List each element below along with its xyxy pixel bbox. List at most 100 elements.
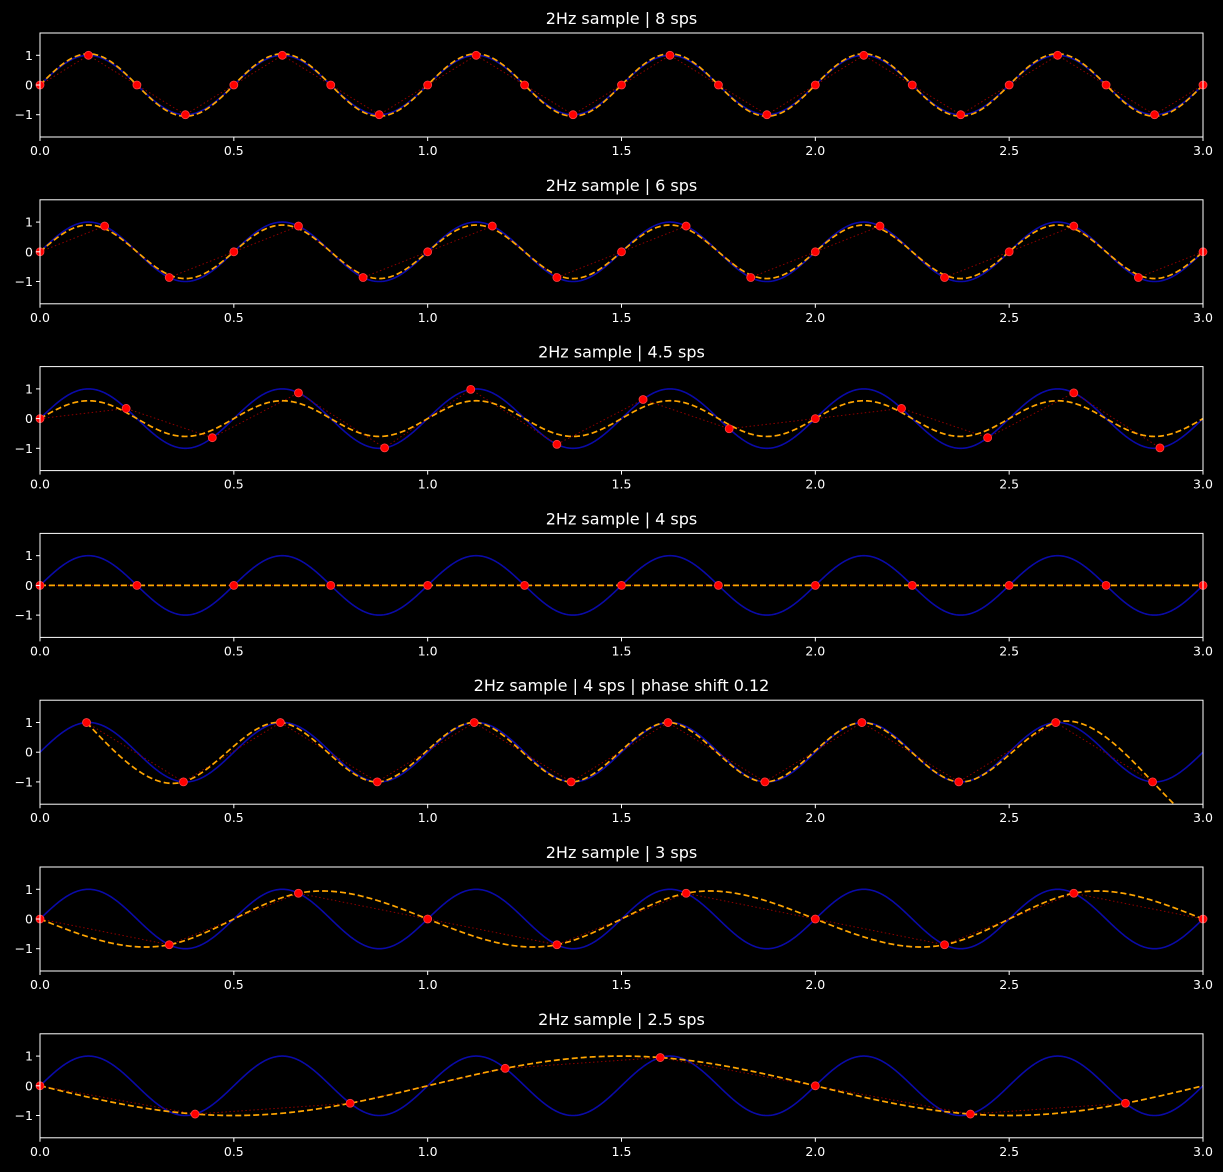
sample-point	[681, 888, 691, 898]
x-tick-label: 0.0	[30, 310, 50, 325]
sample-point	[617, 80, 626, 90]
x-tick-label: 3.0	[1193, 143, 1213, 158]
sample-point	[875, 221, 885, 231]
sample-point	[665, 50, 675, 60]
y-tick-label: −1	[15, 774, 33, 789]
sample-point	[1051, 718, 1061, 727]
y-tick-label: 1	[25, 715, 33, 730]
sample-connector-line	[40, 1057, 1126, 1115]
x-tick-label: 2.0	[805, 310, 825, 325]
sample-point	[229, 80, 239, 90]
sample-point	[724, 424, 734, 434]
reconstruction-line	[40, 399, 1203, 438]
plot-area	[40, 388, 1203, 450]
y-tick-label: 0	[25, 745, 33, 760]
x-tick-label: 2.0	[805, 810, 825, 825]
sample-point	[207, 433, 217, 443]
y-tick-label: 0	[25, 578, 33, 593]
y-tick-label: 1	[25, 548, 33, 563]
x-tick-label: 0.0	[30, 977, 50, 992]
x-tick-label: 1.0	[418, 1144, 438, 1159]
x-tick-label: 2.5	[999, 977, 1019, 992]
sample-point	[681, 221, 691, 231]
sample-point	[164, 940, 174, 950]
sample-point	[940, 273, 949, 282]
y-tick-label: 0	[25, 912, 33, 927]
sample-point	[1101, 80, 1111, 90]
sample-point	[746, 273, 756, 282]
sample-point	[520, 80, 529, 90]
x-tick-label: 1.5	[612, 977, 632, 992]
sample-point	[190, 1109, 200, 1119]
sample-point	[810, 247, 820, 257]
sample-point	[487, 221, 497, 231]
x-tick-label: 3.0	[1193, 1144, 1213, 1159]
sample-point	[552, 940, 562, 950]
sample-point	[1150, 110, 1159, 120]
x-tick-label: 1.5	[612, 477, 632, 492]
sample-point	[294, 221, 303, 231]
x-tick-label: 1.0	[418, 643, 438, 658]
true-signal-line	[40, 888, 1203, 950]
y-tick-label: −1	[15, 441, 33, 456]
y-tick-label: −1	[15, 107, 33, 122]
sample-point	[380, 443, 389, 453]
reconstruction-line	[40, 890, 1203, 948]
y-tick-label: −1	[15, 1108, 33, 1123]
sample-point	[100, 221, 110, 231]
sample-point	[132, 581, 142, 590]
x-tick-label: 3.0	[1193, 643, 1213, 658]
x-tick-label: 2.5	[999, 810, 1019, 825]
y-tick-label: −1	[15, 608, 33, 623]
plot-area	[40, 1055, 1203, 1117]
sample-point	[638, 395, 648, 404]
subplot-title: 2Hz sample | 4 sps	[546, 509, 698, 528]
sample-point	[180, 110, 190, 120]
sample-point	[983, 433, 993, 443]
sample-point	[762, 110, 772, 120]
x-tick-label: 1.0	[418, 143, 438, 158]
y-tick-label: 0	[25, 1078, 33, 1093]
x-tick-label: 0.5	[224, 310, 244, 325]
sample-point	[857, 718, 867, 727]
sample-point	[275, 718, 285, 727]
x-tick-label: 3.0	[1193, 810, 1213, 825]
x-tick-label: 2.0	[805, 477, 825, 492]
x-tick-label: 1.0	[418, 477, 438, 492]
subplot-1: 0.0 0.5 1.0 1.5 2.0 2.5 3.0 1 0 −1 2Hz sample | 8 …	[15, 9, 1213, 158]
sample-point	[1155, 443, 1165, 453]
reconstruction-line	[85, 720, 1176, 805]
x-tick-label: 1.5	[612, 310, 632, 325]
sample-point	[617, 581, 626, 590]
sample-point	[1053, 50, 1063, 60]
sample-point	[617, 247, 626, 257]
subplot-title: 2Hz sample | 2.5 sps	[538, 1010, 705, 1029]
sample-point	[326, 80, 336, 90]
subplot-6: 0.0 0.5 1.0 1.5 2.0 2.5 3.0 1 0 −1 2Hz sample | 3 …	[15, 843, 1213, 992]
subplot-7: 0.0 0.5 1.0 1.5 2.0 2.5 3.0 1 0 −1 2Hz sample | 2.…	[15, 1010, 1213, 1159]
x-tick-label: 1.5	[612, 643, 632, 658]
sample-point	[326, 581, 336, 590]
x-tick-label: 0.0	[30, 810, 50, 825]
sample-point	[372, 777, 382, 787]
true-signal-line	[40, 1055, 1203, 1117]
sample-point	[1004, 247, 1014, 257]
x-tick-label: 2.5	[999, 643, 1019, 658]
x-tick-label: 0.5	[224, 477, 244, 492]
x-tick-label: 2.0	[805, 977, 825, 992]
x-tick-label: 2.0	[805, 643, 825, 658]
sample-point	[810, 1081, 820, 1091]
sample-point	[714, 581, 723, 590]
x-tick-label: 0.0	[30, 477, 50, 492]
sample-point	[1004, 80, 1014, 90]
sample-point	[164, 273, 174, 282]
y-tick-label: 1	[25, 1049, 33, 1064]
sample-point	[810, 414, 820, 424]
y-tick-label: 1	[25, 215, 33, 230]
y-tick-label: 0	[25, 78, 33, 93]
sample-point	[966, 1109, 975, 1119]
sample-point	[229, 247, 239, 257]
sample-point	[552, 439, 562, 449]
sample-point	[1121, 1098, 1130, 1108]
